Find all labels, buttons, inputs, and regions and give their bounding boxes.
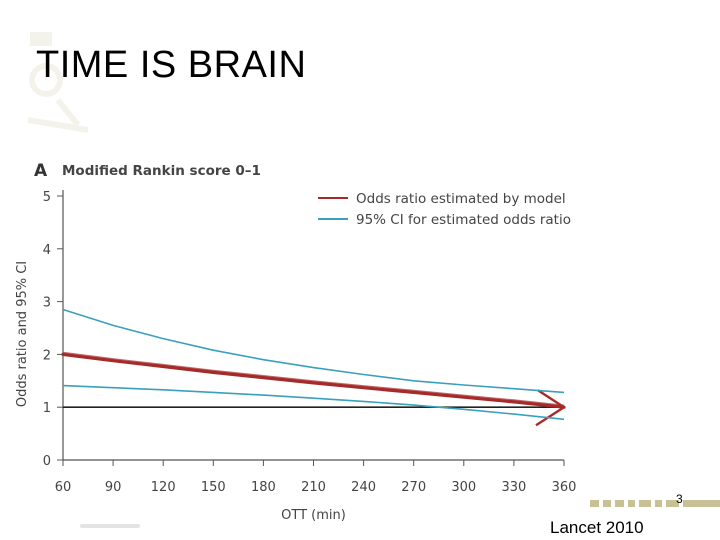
x-tick-label: 60 (55, 480, 72, 495)
decorative-background-motif (27, 32, 89, 133)
page-number: 3 (676, 492, 683, 506)
footer-accent-bar (590, 500, 720, 507)
ci-upper-line (62, 308, 565, 394)
footer-decoration (80, 524, 140, 528)
x-tick-label: 270 (401, 480, 426, 495)
y-tick-label: 2 (43, 348, 51, 363)
slide-title: TIME IS BRAIN (36, 44, 307, 86)
x-tick-label: 150 (201, 480, 226, 495)
x-tick-label: 300 (451, 480, 476, 495)
x-tick-label: 360 (552, 480, 577, 495)
x-axis-label: OTT (min) (281, 508, 346, 523)
y-tick-label: 0 (43, 454, 51, 469)
model-odds-ratio-line (61, 352, 566, 409)
y-tick-label: 3 (43, 296, 51, 311)
y-tick-label: 4 (43, 243, 51, 258)
panel-letter: A (34, 161, 48, 181)
legend-label: 95% CI for estimated odds ratio (356, 212, 571, 228)
x-tick-label: 330 (501, 480, 526, 495)
model-odds-ratio-line-overdraw (62, 351, 565, 406)
x-tick-label: 180 (251, 480, 276, 495)
ci-lower-line (62, 384, 565, 421)
x-tick-label: 240 (351, 480, 376, 495)
chart-title: Modified Rankin score 0–1 (62, 163, 261, 179)
y-tick-label: 1 (43, 401, 51, 416)
legend-label: Odds ratio estimated by model (356, 191, 566, 207)
x-tick-label: 210 (301, 480, 326, 495)
source-citation: Lancet 2010 (550, 518, 644, 537)
x-tick-label: 90 (105, 480, 122, 495)
model-line-arrowhead (535, 389, 566, 427)
y-axis-label: Odds ratio and 95% CI (15, 261, 30, 407)
x-tick-label: 120 (151, 480, 176, 495)
y-tick-label: 5 (43, 190, 51, 205)
